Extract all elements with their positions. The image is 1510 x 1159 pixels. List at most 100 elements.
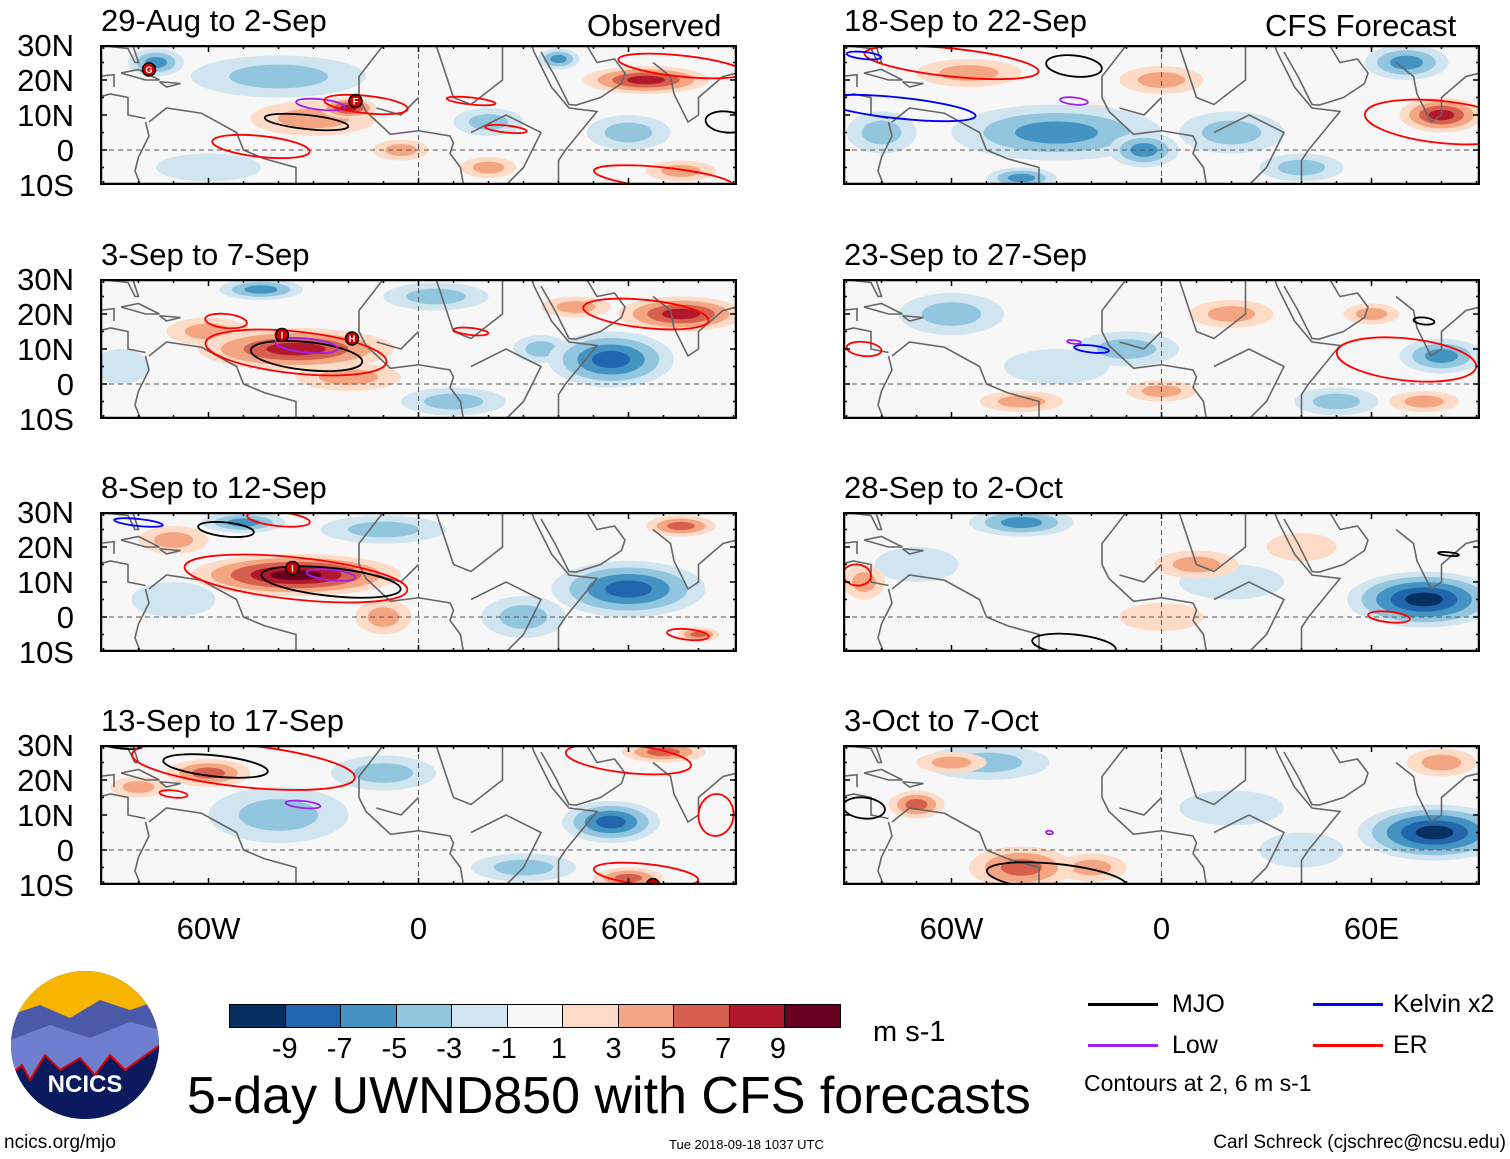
- tropical-cyclone-icon: [344, 331, 360, 346]
- tropical-cyclone-icon: [141, 62, 157, 77]
- wind-anomaly-shading: [191, 767, 226, 779]
- source-link[interactable]: ncics.org/mjo: [4, 1132, 116, 1153]
- wind-anomaly-shading: [921, 302, 982, 326]
- wind-anomaly-shading: [667, 521, 695, 531]
- colorbar-swatch: [452, 1005, 508, 1027]
- colorbar-label: -7: [326, 1033, 353, 1065]
- colorbar-swatch: [396, 1005, 452, 1027]
- lat-tick-label: 10N: [17, 798, 74, 833]
- wind-anomaly-shading: [423, 393, 484, 410]
- legend-mjo-label: MJO: [1172, 990, 1225, 1018]
- contour-mjo: [1437, 551, 1460, 557]
- map-frame: [843, 745, 1480, 885]
- panel-title: 13-Sep to 17-Sep: [101, 703, 345, 738]
- coastline: [148, 107, 297, 185]
- wind-anomaly-shading: [1000, 516, 1043, 529]
- wind-anomaly-shading: [1266, 533, 1337, 561]
- colorbar-label: -1: [491, 1033, 517, 1065]
- wind-anomaly-shading: [1312, 393, 1361, 410]
- coastline: [100, 793, 146, 820]
- coastline: [134, 821, 150, 885]
- colorbar-label: 5: [660, 1033, 677, 1065]
- contour-low: [1045, 829, 1054, 836]
- coastline: [863, 302, 903, 315]
- forecast-label: CFS Forecast: [1265, 8, 1457, 43]
- panel-title: 29-Aug to 2-Sep: [101, 3, 327, 38]
- map-frame: [843, 45, 1480, 185]
- ncics-logo: NCICS: [10, 970, 160, 1120]
- contour-er: [484, 123, 528, 135]
- wind-anomaly-shading: [238, 799, 319, 831]
- contour-er: [1367, 610, 1411, 624]
- wind-anomaly-shading: [472, 161, 505, 174]
- coastline: [1213, 348, 1286, 419]
- wind-anomaly-shading: [997, 395, 1046, 408]
- contour-low: [305, 568, 357, 582]
- coastline: [120, 302, 160, 315]
- contour-low: [274, 336, 339, 355]
- contour-er: [592, 164, 735, 185]
- contour-er: [323, 93, 409, 116]
- coastline: [877, 588, 893, 652]
- coastline: [1119, 330, 1163, 350]
- coastline: [120, 768, 160, 781]
- wind-anomaly-shading: [1007, 173, 1036, 183]
- wind-anomaly-shading: [525, 341, 557, 357]
- wind-anomaly-shading: [1405, 592, 1443, 607]
- wind-anomaly-shading: [604, 122, 653, 143]
- contour-er: [211, 133, 311, 160]
- map-frame: [100, 45, 737, 185]
- coastline: [530, 512, 599, 652]
- panel-title: 3-Oct to 7-Oct: [844, 703, 1039, 738]
- contour-er: [445, 95, 497, 107]
- coastline: [1273, 279, 1342, 419]
- map-frame: [100, 745, 737, 885]
- coastline: [148, 341, 297, 419]
- coastline: [877, 355, 893, 419]
- coastline: [891, 107, 1040, 185]
- map-frame: [843, 279, 1480, 419]
- lat-tick-label: 10S: [18, 868, 74, 903]
- coastline: [863, 535, 903, 548]
- wind-anomaly-shading: [1424, 349, 1459, 363]
- coastline: [100, 73, 115, 87]
- contour-er: [582, 297, 710, 331]
- coastline: [134, 121, 150, 185]
- wind-anomaly-shading: [100, 349, 149, 384]
- coastline: [100, 540, 115, 554]
- contour-mjo: [985, 861, 1128, 885]
- wind-anomaly-shading: [591, 351, 631, 368]
- coastline: [1395, 61, 1480, 124]
- coastline: [100, 279, 140, 298]
- tropical-cyclone-icon: [274, 327, 290, 343]
- wind-anomaly-shading: [905, 798, 928, 811]
- coastline: [540, 279, 626, 341]
- colorbar-label: 1: [550, 1033, 567, 1065]
- coastline: [530, 279, 599, 419]
- wind-anomaly-shading: [353, 763, 414, 783]
- legend-kelvin-label: Kelvin x2: [1393, 990, 1495, 1018]
- map-frame: [843, 512, 1480, 652]
- colorbar-swatch: [285, 1005, 341, 1027]
- contour-mjo: [260, 565, 402, 599]
- contour-er: [183, 553, 409, 604]
- map-panel: [843, 45, 1480, 185]
- coastline: [1283, 279, 1369, 341]
- coastline: [902, 314, 924, 322]
- storm-label: H: [349, 334, 356, 344]
- coastline: [100, 512, 140, 531]
- coastline: [1273, 512, 1342, 652]
- contour-mjo: [197, 521, 255, 538]
- coastline: [843, 745, 883, 764]
- coastline: [891, 341, 1040, 419]
- colorbar-label: -5: [381, 1033, 408, 1065]
- contour-er: [666, 627, 710, 642]
- coastline: [863, 768, 903, 781]
- coastline: [843, 773, 858, 787]
- colorbar: [229, 1004, 841, 1028]
- lat-tick-label: 0: [56, 367, 74, 402]
- coastline: [1119, 796, 1163, 816]
- lon-tick-label: 60E: [600, 911, 657, 946]
- wind-anomaly-shading: [1415, 825, 1454, 840]
